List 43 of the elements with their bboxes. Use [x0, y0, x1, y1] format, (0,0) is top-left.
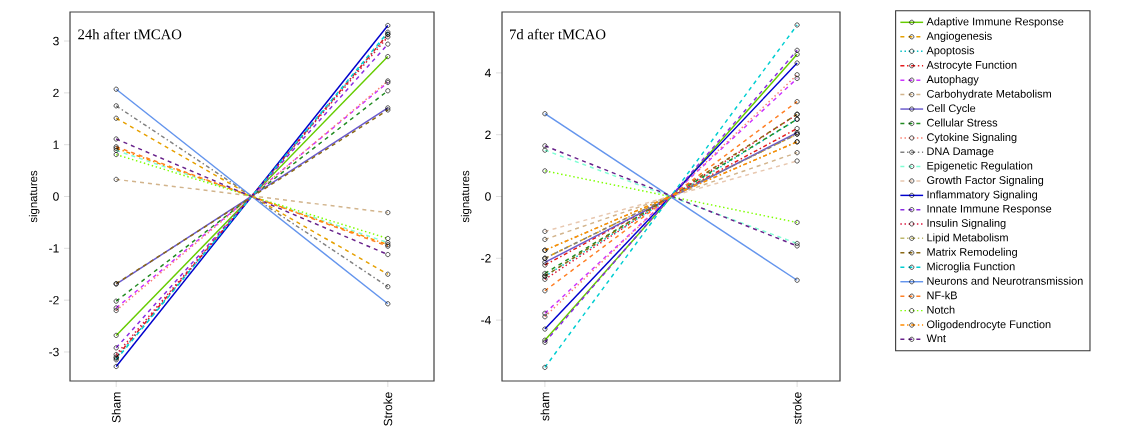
legend-label: Innate Immune Response	[927, 204, 1052, 215]
y-tick-label: 4	[484, 68, 491, 78]
x-tick-label: stroke	[792, 392, 802, 425]
x-tick-label: Stroke	[383, 392, 393, 426]
y-tick-label: 2	[485, 130, 491, 139]
legend-label: Autophagy	[926, 75, 979, 86]
y-axis-title: signatures	[28, 170, 40, 223]
y-tick-label: 3	[53, 36, 59, 46]
y-tick-label: -2	[49, 295, 59, 305]
text: 7d after tMCAO	[510, 28, 606, 40]
y-tick-label: 1	[53, 140, 59, 149]
y-tick-label: -1	[49, 244, 59, 253]
legend-label: Astrocyte Function	[926, 60, 1017, 71]
legend-label: Insulin Signaling	[927, 218, 1006, 230]
text: 24h after tMCAO	[78, 28, 182, 40]
x-tick-label: sham	[540, 392, 550, 421]
legend-label: Cell Cycle	[927, 104, 976, 115]
legend-label: Cytokine Signaling	[927, 133, 1017, 144]
y-tick-label: 0	[485, 192, 491, 201]
legend-label: Cellular Stress	[927, 118, 998, 127]
y-tick-label: -3	[49, 347, 59, 357]
legend-label: Angiogenesis	[926, 31, 992, 43]
y-tick-label: -4	[481, 315, 491, 325]
legend-label: DNA Damage	[927, 147, 994, 158]
legend-label: Adaptive Immune Response	[926, 17, 1064, 28]
y-tick-label: -2	[481, 254, 491, 263]
legend-label: Carbohydrate Metabolism	[927, 89, 1051, 100]
legend-label: Lipid Metabolism	[927, 233, 1008, 244]
legend-label: Wnt	[926, 334, 946, 343]
legend-label: NF-kB	[927, 291, 957, 300]
legend-label: Inflammatory Signaling	[927, 190, 1037, 201]
legend-label: Notch	[927, 305, 955, 314]
x-tick-label: Sham	[111, 392, 121, 423]
legend-label: Epigenetic Regulation	[927, 161, 1033, 172]
legend-label: Matrix Remodeling	[927, 247, 1017, 259]
legend-label: Neurons and Neurotransmission	[927, 276, 1083, 285]
legend-label: Apoptosis	[926, 46, 975, 57]
legend-label: Oligodendrocyte Function	[927, 320, 1051, 331]
y-tick-label: 0	[53, 192, 59, 201]
legend-label: Microglia Function	[927, 262, 1015, 273]
y-tick-label: 2	[53, 88, 59, 98]
y-axis-title: signatures	[460, 170, 472, 223]
legend-label: Growth Factor Signaling	[927, 175, 1044, 187]
